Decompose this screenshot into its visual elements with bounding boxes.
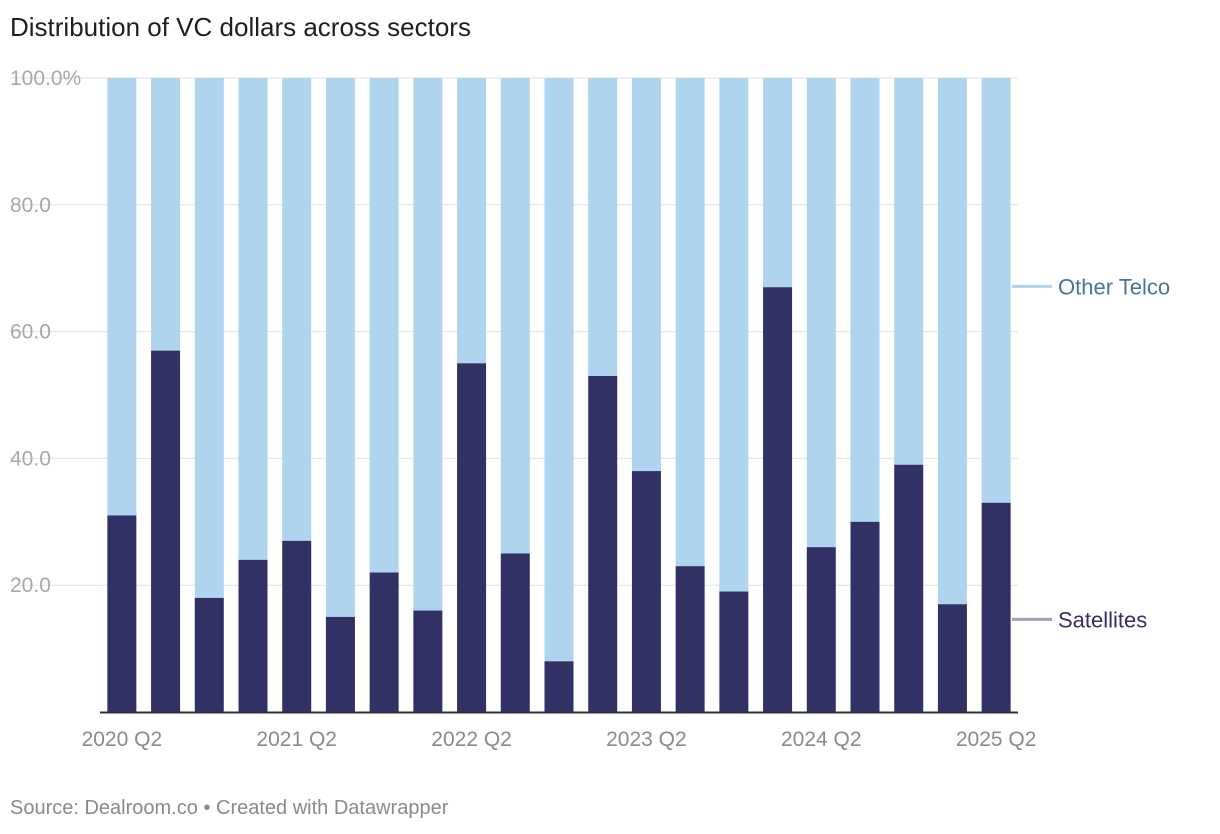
bar-satellites xyxy=(894,464,924,712)
bar-other-telco xyxy=(413,78,443,611)
bar-satellites xyxy=(631,471,661,712)
y-axis-labels: 20.0 40.0 60.0 80.0 100.0% xyxy=(10,67,81,597)
x-tick-label: 2024 Q2 xyxy=(781,728,862,751)
bar-other-telco xyxy=(850,78,880,522)
x-tick-label: 2025 Q2 xyxy=(956,728,1037,751)
legend-label-satellites: Satellites xyxy=(1058,607,1147,632)
bar-other-telco xyxy=(675,78,705,567)
legend: Other Telco Satellites xyxy=(1012,274,1170,632)
bar-other-telco xyxy=(894,78,924,465)
x-tick-label: 2020 Q2 xyxy=(82,728,163,751)
y-tick-label: 20.0 xyxy=(10,574,51,597)
bar-other-telco xyxy=(151,78,181,351)
bar-other-telco xyxy=(806,78,836,548)
x-tick-label: 2022 Q2 xyxy=(431,728,512,751)
bar-satellites xyxy=(937,604,967,712)
x-tick-label: 2023 Q2 xyxy=(606,728,687,751)
bar-satellites xyxy=(369,572,399,712)
bar-satellites xyxy=(457,363,487,712)
bar-satellites xyxy=(719,591,749,712)
footer-separator: • xyxy=(203,797,211,819)
bar-satellites xyxy=(194,597,224,712)
bar-other-telco xyxy=(544,78,574,662)
x-tick-label: 2021 Q2 xyxy=(256,728,337,751)
bar-satellites xyxy=(500,553,530,712)
bar-satellites xyxy=(325,616,355,712)
x-axis-labels: 2020 Q2 2021 Q2 2022 Q2 2023 Q2 2024 Q2 2025 … xyxy=(82,728,1037,751)
credit-text: Created with Datawrapper xyxy=(216,797,449,819)
bar-other-telco xyxy=(937,78,967,605)
bar-satellites xyxy=(763,287,793,712)
chart-footer: Source: Dealroom.co • Created with Dataw… xyxy=(10,797,448,820)
bar-satellites xyxy=(282,540,312,712)
bar-satellites xyxy=(238,559,268,712)
bar-other-telco xyxy=(107,78,137,516)
bar-satellites xyxy=(413,610,443,712)
y-tick-label: 60.0 xyxy=(10,321,51,344)
bar-other-telco xyxy=(500,78,530,554)
bar-satellites xyxy=(806,547,836,712)
bar-other-telco xyxy=(194,78,224,598)
y-tick-label: 80.0 xyxy=(10,194,51,217)
chart-title: Distribution of VC dollars across sector… xyxy=(10,12,471,42)
bar-satellites xyxy=(981,502,1011,712)
legend-label-other-telco: Other Telco xyxy=(1058,274,1170,299)
bar-satellites xyxy=(544,661,574,712)
bar-other-telco xyxy=(238,78,268,560)
bar-other-telco xyxy=(588,78,618,376)
bars xyxy=(107,78,1011,712)
bar-other-telco xyxy=(369,78,399,573)
bar-other-telco xyxy=(282,78,312,541)
bar-satellites xyxy=(107,515,137,712)
y-tick-label: 40.0 xyxy=(10,447,51,470)
y-tick-label: 100.0% xyxy=(10,67,81,90)
bar-other-telco xyxy=(981,78,1011,503)
bar-satellites xyxy=(675,566,705,712)
source-text: Source: Dealroom.co xyxy=(10,797,198,819)
bar-other-telco xyxy=(719,78,749,592)
bar-satellites xyxy=(850,521,880,712)
bar-other-telco xyxy=(325,78,355,617)
bar-satellites xyxy=(588,375,618,712)
bar-other-telco xyxy=(631,78,661,472)
bar-other-telco xyxy=(457,78,487,364)
bar-satellites xyxy=(151,350,181,712)
bar-other-telco xyxy=(763,78,793,288)
